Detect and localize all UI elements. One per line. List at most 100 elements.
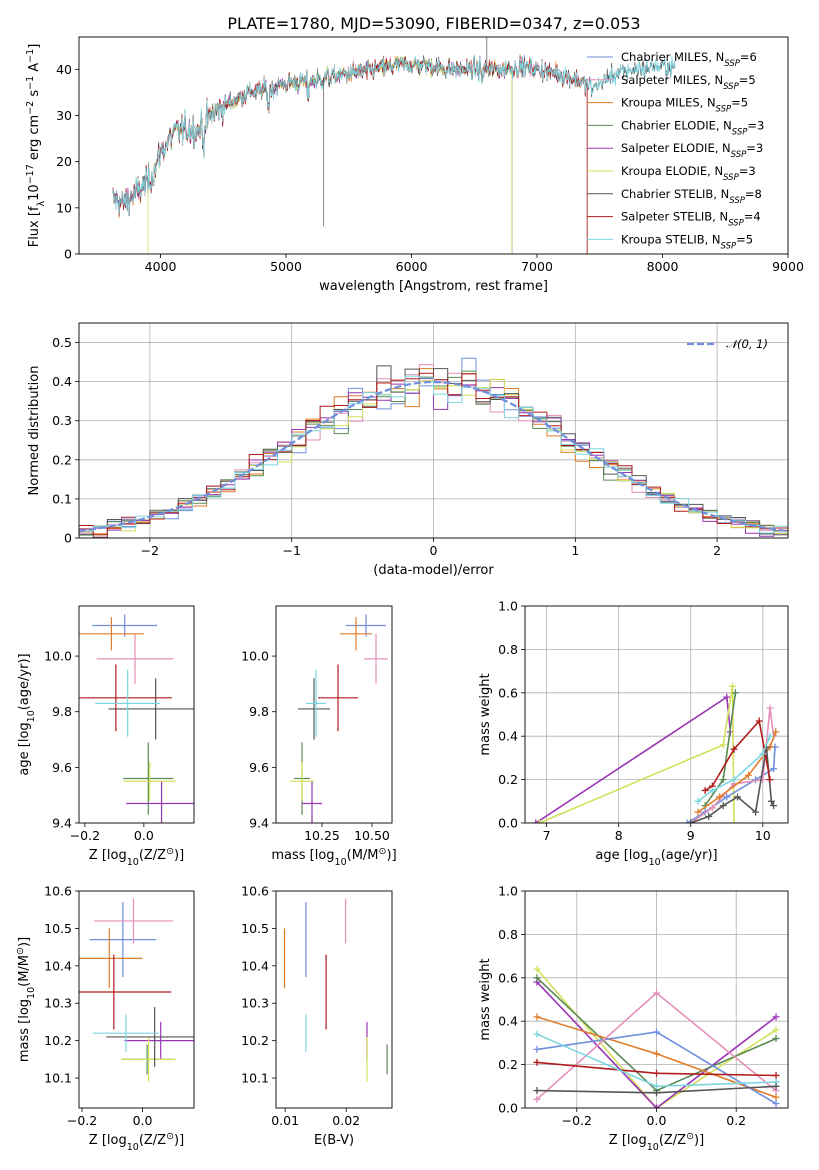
z-weight-xlabel-part: )]: [694, 1133, 704, 1148]
age-weight-series-kroupa-stelib-marker: [694, 797, 702, 805]
z-age-plot-area: [79, 614, 194, 823]
spectrum-xlabel: wavelength [Angstrom, rest frame]: [319, 279, 548, 294]
legend-count: =8: [745, 187, 762, 201]
mass-age-point-kroupa-stelib: [306, 669, 326, 737]
legend-count: =6: [740, 50, 757, 64]
z-mass-ylabel-part: 10: [26, 987, 37, 999]
z-age-point-salpeter-elodie: [126, 781, 194, 823]
age-weight-xtick-label: 7: [543, 828, 551, 843]
legend-entry-kroupa-elodie: Kroupa ELODIE, NSSP=3: [621, 164, 756, 183]
spectrum-ytick-label: 40: [56, 62, 72, 77]
ebv-mass-ytick-label: 10.3: [241, 996, 269, 1011]
legend-entry-salpeter-miles: Salpeter MILES, NSSP=5: [621, 73, 756, 92]
z-age-point-salpeter-miles: [96, 633, 174, 684]
age-weight-series-chabrier-stelib-line: [690, 746, 775, 823]
z-age-xlabel: Z [log10(Z/Z⊙)]: [89, 846, 184, 868]
ebv-mass-plot-area: [283, 898, 388, 1082]
age-weight-series-kroupa-miles-marker: [716, 793, 724, 801]
legend-name: Chabrier MILES, N: [621, 50, 724, 64]
spectrum-line-kroupa-miles: [112, 54, 588, 254]
age-weight-ytick-label: 0.0: [498, 816, 518, 831]
legend-sub: SSP: [724, 59, 740, 69]
z-weight-series-salpeter-stelib-marker: [772, 1071, 780, 1079]
legend-count: =3: [747, 118, 764, 132]
spectrum-ytick-label: 10: [56, 200, 72, 215]
ebv-mass-xtick-label: 0.02: [332, 1113, 360, 1128]
spectrum-ylabel: Flux [fλ10−17 erg cm−2 s−1 A−1]: [25, 44, 47, 248]
spectrum-axes: 4000 5000 6000 7000 8000 9000 0 10 20 30 40 wavelen…: [25, 36, 804, 294]
age-weight-series-chabrier-stelib-marker: [687, 819, 695, 823]
z-weight-ytick-label: 0.8: [498, 927, 518, 942]
residuals-ytick-label: 0: [64, 531, 72, 546]
spectrum-ylabel-part: λ: [36, 200, 47, 206]
figure-title: PLATE=1780, MJD=53090, FIBERID=0347, z=0…: [227, 14, 640, 33]
z-weight-series-chabrier-stelib: [533, 1082, 780, 1097]
age-weight-series-chabrier-elodie-marker: [719, 776, 727, 784]
legend-sub: SSP: [728, 219, 744, 229]
age-weight-series-chabrier-stelib: [687, 743, 778, 823]
legend-entry-kroupa-stelib: Kroupa STELIB, NSSP=5: [621, 232, 753, 251]
z-mass-point-salpeter-elodie: [124, 1021, 194, 1060]
age-weight-series-kroupa-elodie-marker: [729, 682, 737, 690]
residuals-xtick-label: 2: [713, 543, 721, 558]
legend-name: Kroupa MILES, N: [621, 96, 716, 110]
legend-count: =5: [731, 96, 748, 110]
ebv-mass-axes: 0.01 0.02 10.1 10.2 10.3 10.4 10.5 10.6 E(B-V): [241, 884, 393, 1148]
z-mass-xlabel-part: Z [log: [89, 1133, 127, 1148]
age-weight-xlabel-part: (age/yr)]: [661, 848, 718, 863]
z-age-axes: −0.2 0.09.49.69.810.0Z [log10(Z/Z⊙)]age […: [17, 605, 195, 868]
z-weight-xtick-label: −0.2: [562, 1113, 592, 1128]
z-age-xtick-label: 0.0: [134, 828, 154, 843]
ebv-mass-ytick-label: 10.6: [241, 884, 269, 899]
legend-name: Kroupa STELIB, N: [621, 232, 721, 246]
age-weight-series-kroupa-elodie: [535, 682, 738, 823]
z-mass-ytick-label: 10.1: [44, 1071, 72, 1086]
age-weight-series-kroupa-miles: [694, 728, 780, 816]
z-mass-ylabel: mass [log10(M/M⊙)]: [15, 937, 37, 1062]
z-weight-series-salpeter-stelib-marker: [533, 1058, 541, 1066]
age-weight-series-salpeter-stelib: [701, 717, 774, 794]
z-weight-series-kroupa-stelib-marker: [533, 1030, 541, 1038]
z-weight-series-chabrier-stelib-marker: [653, 1089, 660, 1097]
legend-name: Salpeter ELODIE, N: [621, 141, 731, 155]
z-weight-series-salpeter-miles-marker: [533, 1095, 541, 1103]
z-age-ytick-label: 9.6: [52, 760, 72, 775]
z-age-frame: [78, 605, 195, 824]
z-weight-series-kroupa-miles-marker: [772, 1093, 780, 1101]
age-weight-series-kroupa-stelib-marker: [766, 732, 774, 740]
z-age-point-chabrier-elodie: [123, 742, 174, 815]
legend-sub: SSP: [716, 105, 732, 115]
age-weight-xlabel: age [log10(age/yr)]: [595, 848, 717, 868]
age-weight-series-chabrier-stelib-marker: [734, 793, 742, 801]
z-weight-xlabel-part: Z [log: [609, 1133, 647, 1148]
spectrum-ylabel-part: −1: [25, 76, 36, 90]
age-weight-series-chabrier-miles-marker: [723, 793, 731, 801]
mass-age-ytick-label: 9.4: [249, 816, 269, 831]
z-age-point-kroupa-miles: [79, 617, 144, 651]
z-weight-xlabel-part: (Z/Z: [659, 1133, 686, 1148]
gaussian-legend-label: 𝒩(0, 1): [726, 337, 768, 351]
age-weight-series-kroupa-stelib-marker: [708, 786, 716, 794]
legend-sub: SSP: [732, 127, 748, 137]
spectrum-line-salpeter-stelib: [112, 55, 588, 254]
z-age-xlabel-part: Z [log: [89, 848, 127, 863]
residuals-ytick-label: 0.1: [52, 491, 72, 506]
ebv-mass-xlabel: E(B-V): [314, 1133, 354, 1148]
z-mass-point-kroupa-elodie: [121, 1036, 176, 1082]
age-weight-xlabel-part: 10: [649, 857, 661, 868]
ebv-mass-ytick-label: 10.4: [241, 958, 269, 973]
spectrum-xtick-label: 6000: [396, 259, 428, 274]
age-weight-series-chabrier-elodie: [701, 689, 739, 810]
z-mass-ytick-label: 10.4: [44, 958, 72, 973]
residuals-ytick-label: 0.5: [52, 335, 72, 350]
spectrum-ylabel-part: ]: [27, 44, 42, 49]
z-mass-ylabel-part: ⊙: [15, 947, 26, 955]
age-weight-series-salpeter-elodie: [532, 693, 734, 823]
age-weight-series-chabrier-miles-marker: [683, 819, 691, 823]
z-weight-series-kroupa-stelib-marker: [653, 1082, 660, 1090]
mass-age-ytick-label: 10.0: [241, 649, 269, 664]
legend-sub: SSP: [731, 150, 747, 160]
z-weight-series-kroupa-elodie-marker: [533, 965, 541, 973]
z-mass-ytick-label: 10.6: [44, 884, 72, 899]
z-weight-series-salpeter-stelib-marker: [653, 1069, 660, 1077]
